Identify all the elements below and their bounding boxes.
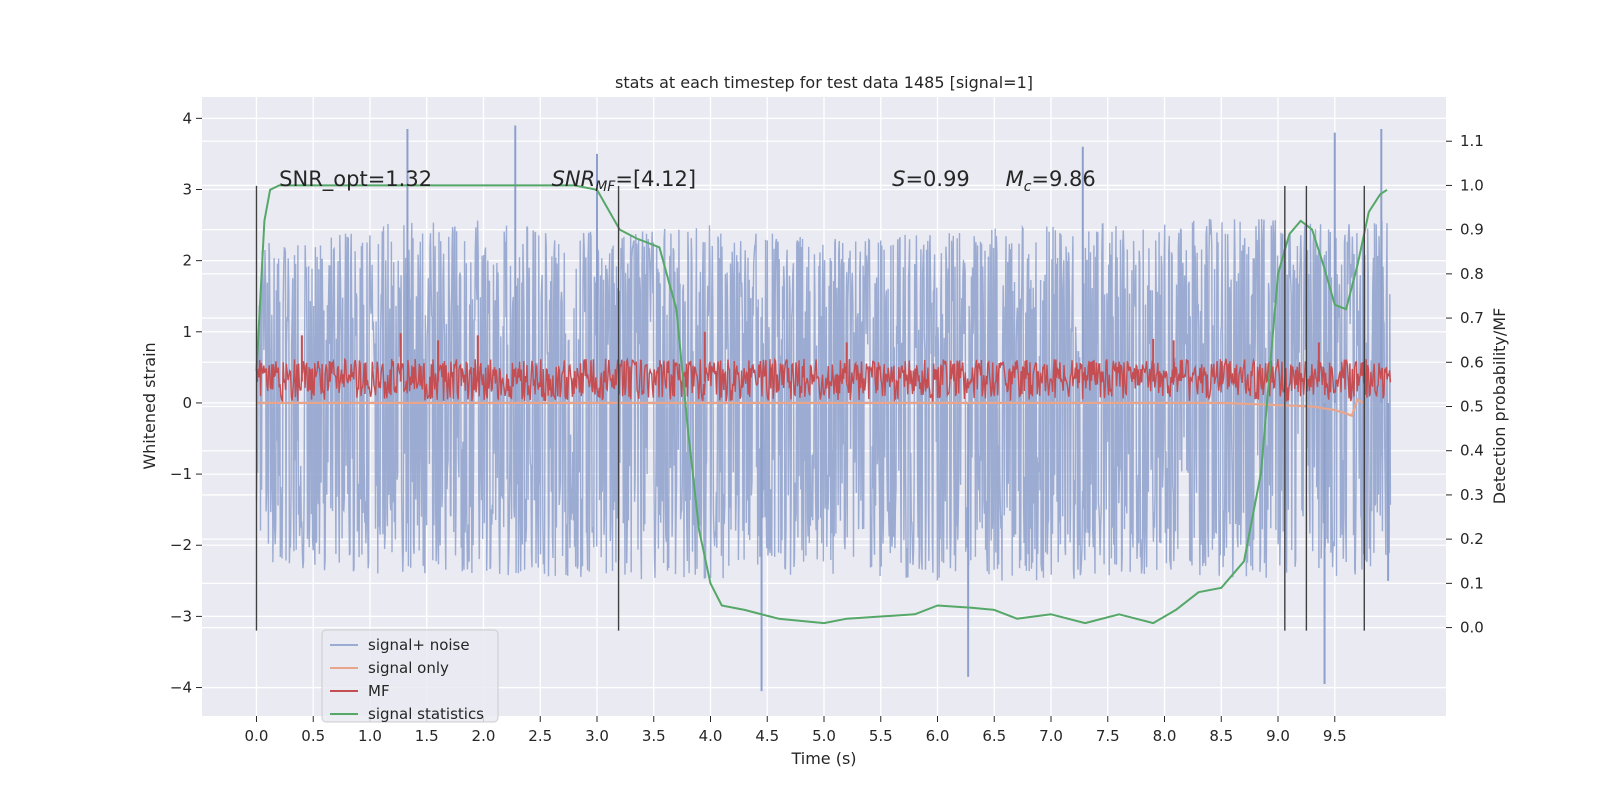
- x-tick-label: 1.5: [415, 727, 439, 745]
- annotation: S=0.99: [892, 167, 970, 191]
- x-tick-label: 6.0: [926, 727, 950, 745]
- series-signal-noise-line: [255, 218, 1392, 581]
- y-tick-label: 1: [182, 323, 192, 341]
- y-tick-label: 4: [182, 109, 192, 127]
- x-tick-label: 7.5: [1096, 727, 1120, 745]
- y2-tick-label: 0.3: [1460, 486, 1484, 504]
- legend-label: signal+ noise: [368, 636, 470, 654]
- series-signal-only-line: [256, 397, 1364, 418]
- y2-tick-label: 0.6: [1460, 353, 1484, 371]
- series-signal-statistics-line: [255, 184, 1388, 625]
- y2-tick-label: 1.1: [1460, 132, 1484, 150]
- y2-tick-label: 0.9: [1460, 221, 1484, 239]
- y2-tick-label: 0.7: [1460, 309, 1484, 327]
- y2-tick-label: 0.4: [1460, 442, 1484, 460]
- legend-label: signal only: [368, 659, 449, 677]
- x-tick-label: 8.5: [1209, 727, 1233, 745]
- x-axis-title: Time (s): [790, 749, 856, 768]
- annotation: SNR_opt=1.32: [279, 167, 432, 192]
- x-tick-label: 4.0: [699, 727, 723, 745]
- x-tick-label: 8.0: [1153, 727, 1177, 745]
- y-tick-label: 0: [182, 394, 192, 412]
- legend-box: [321, 629, 499, 723]
- x-tick-label: 3.5: [642, 727, 666, 745]
- x-tick-label: 4.5: [755, 727, 779, 745]
- legend: signal+ noise signal only MF signal statist…: [321, 629, 499, 723]
- x-tick-label: 2.0: [472, 727, 496, 745]
- y2-tick-label: 0.8: [1460, 265, 1484, 283]
- x-tick-label: 0.0: [245, 727, 269, 745]
- chart-title: stats at each timestep for test data 148…: [615, 73, 1033, 92]
- x-tick-label: 2.5: [528, 727, 552, 745]
- axes: −4 −3 −2 −1 0 1 2 3 4 0.0 0.5 1.0 1.5 2.0 2.5 3.0 3.5 4.0…: [170, 109, 1484, 745]
- y-tick-label: −2: [170, 536, 192, 554]
- data-layer: [255, 125, 1392, 692]
- y2-axis-title: Detection probability/MF: [1490, 308, 1509, 505]
- annotation: Mc=9.86: [1006, 167, 1096, 195]
- series-mf-line: [255, 357, 1392, 402]
- x-tick-label: 5.0: [812, 727, 836, 745]
- annotation: SNRMF=[4.12]: [552, 167, 697, 195]
- x-tick-label: 0.5: [301, 727, 325, 745]
- y-tick-label: 3: [182, 180, 192, 198]
- y-tick-label: −1: [170, 465, 192, 483]
- y2-tick-label: 1.0: [1460, 176, 1484, 194]
- x-tick-label: 5.5: [869, 727, 893, 745]
- x-tick-label: 1.0: [358, 727, 382, 745]
- y2-tick-label: 0.2: [1460, 530, 1484, 548]
- y-tick-label: 2: [182, 252, 192, 270]
- y2-tick-label: 0.5: [1460, 398, 1484, 416]
- x-tick-label: 9.5: [1323, 727, 1347, 745]
- legend-label: MF: [368, 682, 390, 700]
- y-tick-label: −3: [170, 607, 192, 625]
- annotations: SNR_opt=1.32 SNRMF=[4.12] S=0.99 Mc=9.86: [279, 167, 1096, 195]
- x-tick-label: 6.5: [982, 727, 1006, 745]
- x-tick-label: 3.0: [585, 727, 609, 745]
- legend-label: signal statistics: [368, 705, 484, 723]
- y-tick-label: −4: [170, 679, 192, 697]
- y-axis-title: Whitened strain: [140, 342, 159, 469]
- x-tick-label: 9.0: [1266, 727, 1290, 745]
- y2-tick-label: 0.1: [1460, 574, 1484, 592]
- x-tick-label: 7.0: [1039, 727, 1063, 745]
- y2-tick-label: 0.0: [1460, 619, 1484, 637]
- vertical-markers: [255, 185, 1365, 631]
